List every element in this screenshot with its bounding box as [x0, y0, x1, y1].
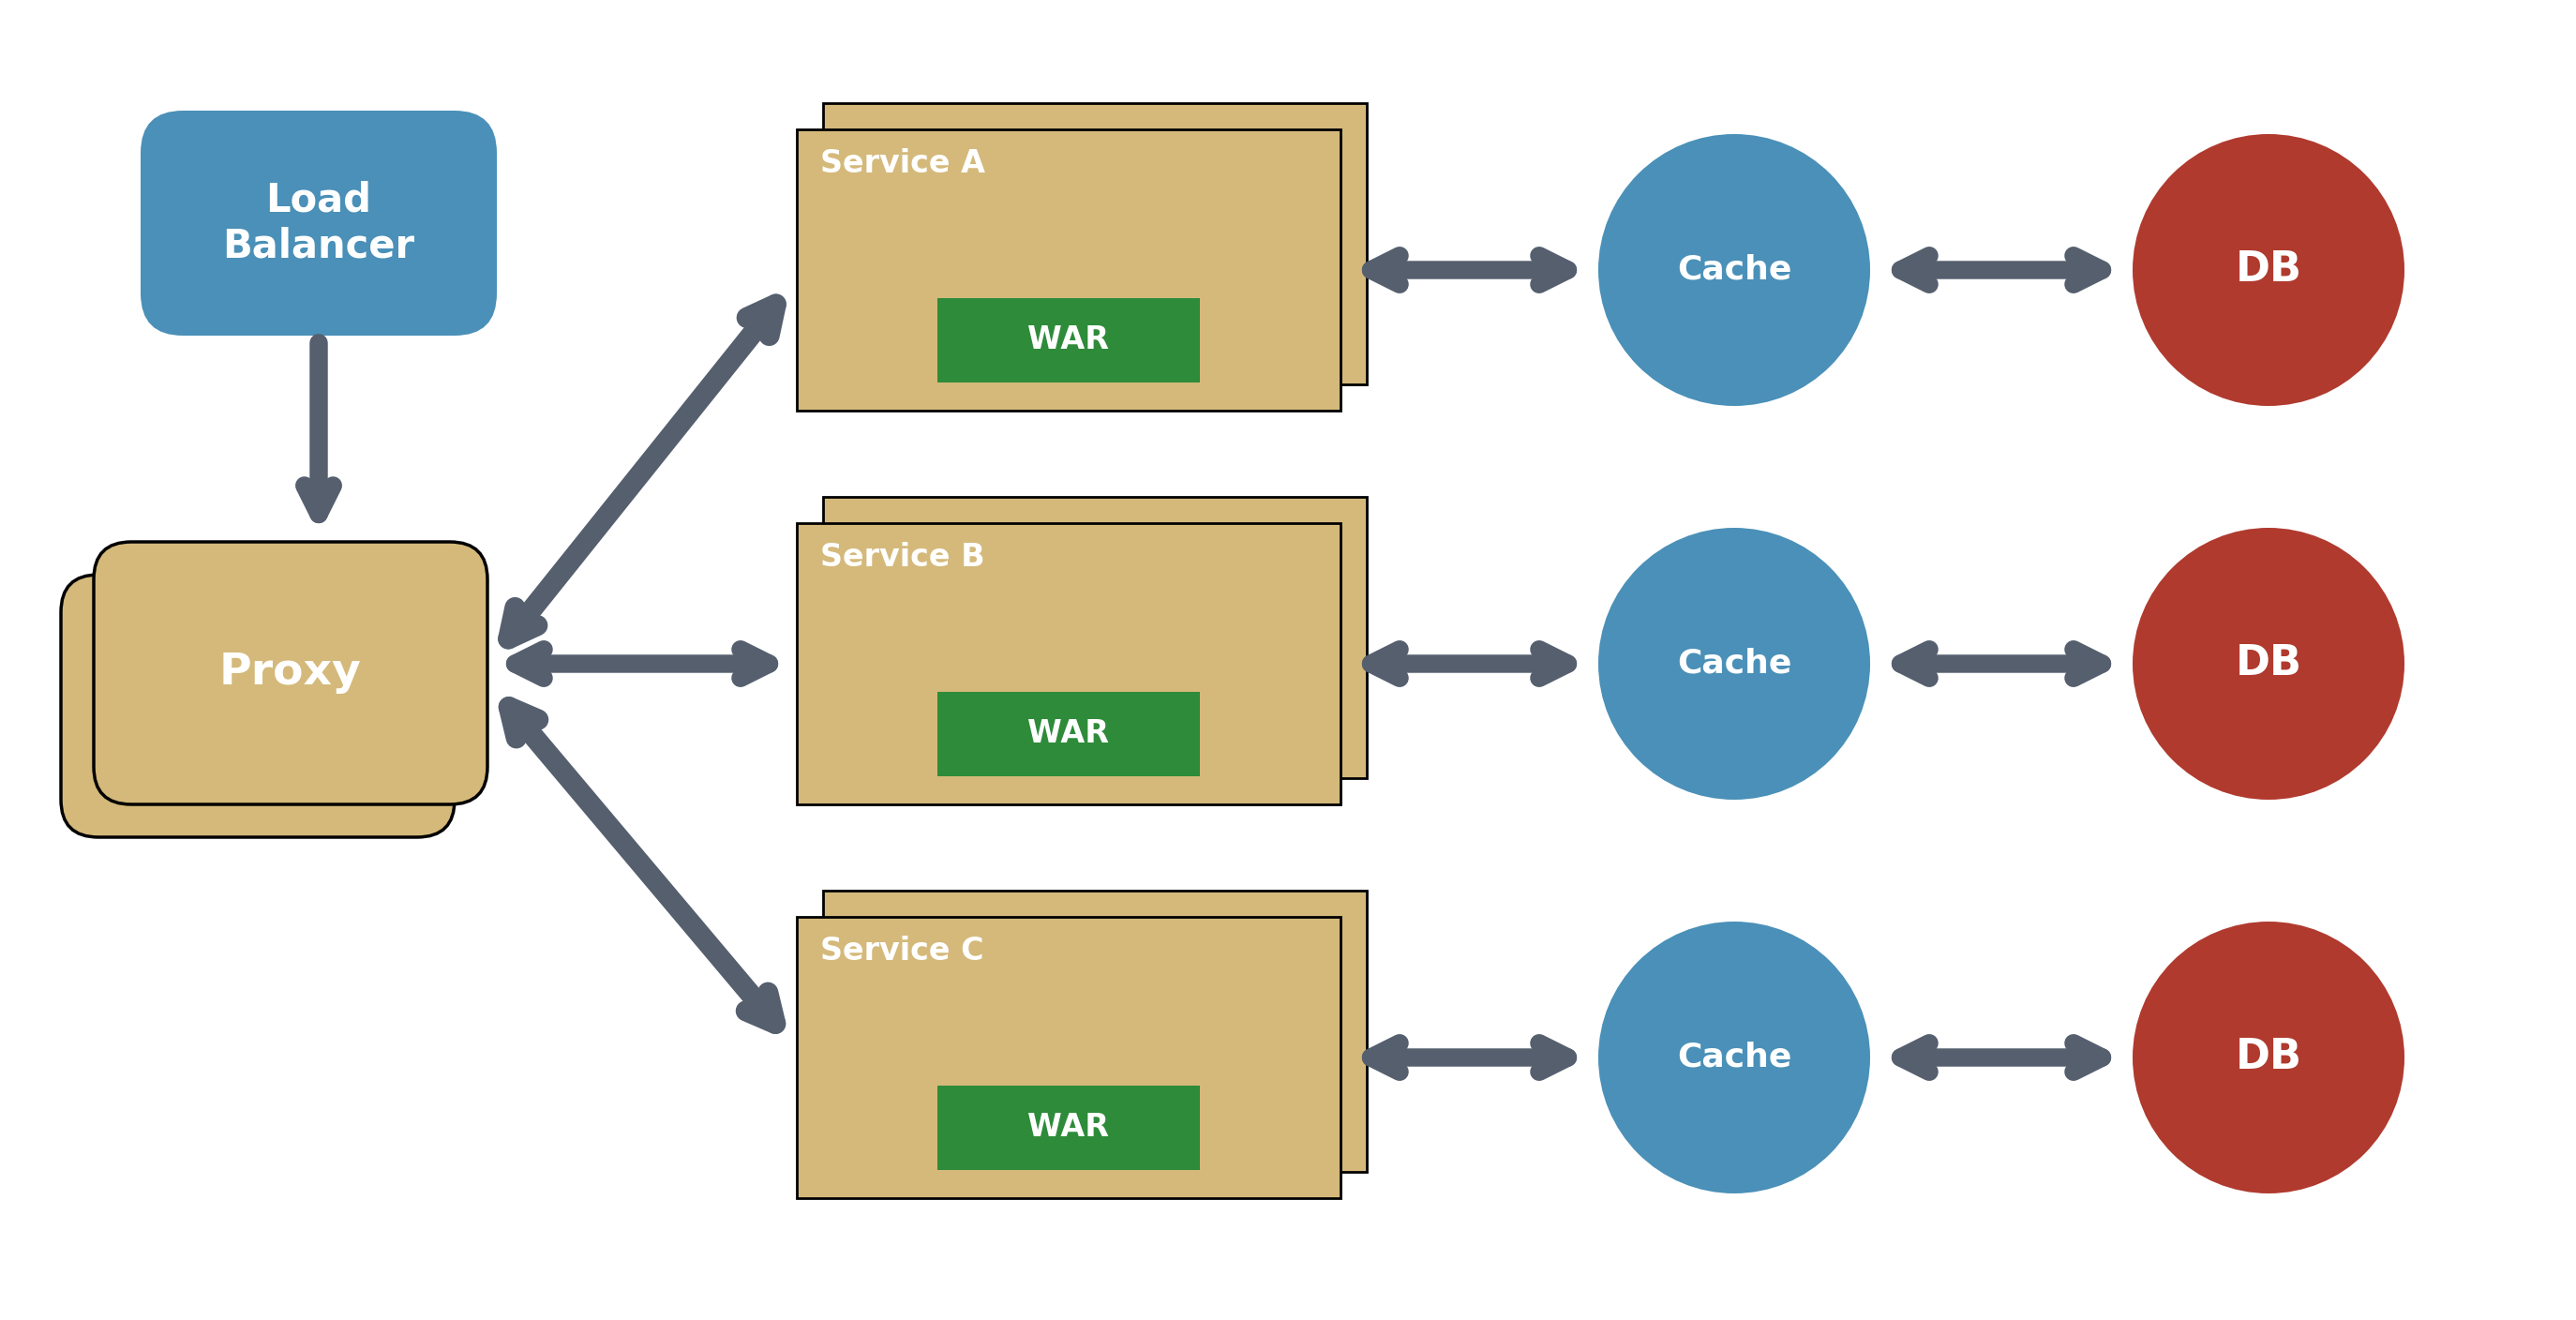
Bar	[824, 891, 1368, 1172]
Text: Proxy: Proxy	[219, 652, 361, 694]
Bar	[796, 917, 1340, 1199]
Text: Cache: Cache	[1677, 253, 1790, 286]
Text: Load
Balancer: Load Balancer	[222, 181, 415, 265]
Bar	[938, 1085, 1200, 1170]
FancyBboxPatch shape	[93, 543, 487, 804]
Bar	[796, 523, 1340, 804]
Text: WAR: WAR	[1028, 325, 1110, 356]
FancyBboxPatch shape	[142, 111, 497, 335]
Text: Cache: Cache	[1677, 648, 1790, 680]
FancyBboxPatch shape	[62, 574, 453, 837]
Bar	[824, 103, 1368, 384]
Bar	[938, 692, 1200, 776]
Circle shape	[1597, 135, 1870, 407]
Text: DB: DB	[2236, 249, 2303, 290]
Bar	[824, 496, 1368, 777]
Text: WAR: WAR	[1028, 1113, 1110, 1143]
Circle shape	[2133, 528, 2403, 800]
Circle shape	[2133, 921, 2403, 1193]
Text: Cache: Cache	[1677, 1041, 1790, 1073]
Bar	[938, 298, 1200, 383]
Text: DB: DB	[2236, 1038, 2303, 1077]
Circle shape	[1597, 921, 1870, 1193]
Text: DB: DB	[2236, 644, 2303, 684]
Text: Service B: Service B	[819, 543, 984, 573]
Text: Service A: Service A	[819, 148, 984, 180]
Circle shape	[2133, 135, 2403, 407]
Text: WAR: WAR	[1028, 718, 1110, 750]
Text: Service C: Service C	[819, 936, 984, 966]
Circle shape	[1597, 528, 1870, 800]
Bar	[796, 129, 1340, 411]
